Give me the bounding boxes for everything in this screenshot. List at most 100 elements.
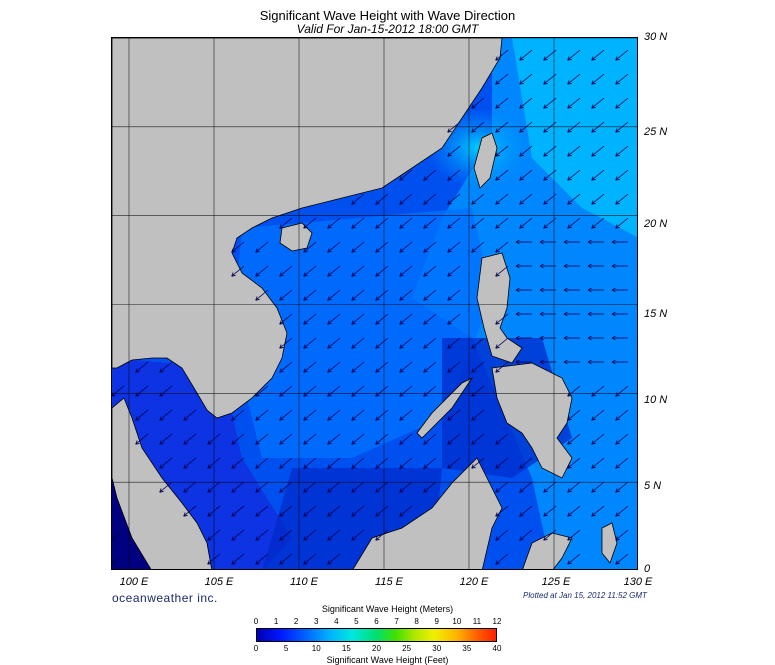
lat-label-5n: 5 N [644, 480, 662, 492]
lat-label-20n: 20 N [644, 218, 668, 230]
wave-arrow [303, 457, 317, 469]
wave-arrow [591, 457, 605, 469]
wave-arrow [351, 385, 365, 397]
wave-arrow [207, 433, 221, 445]
wave-arrow [351, 337, 365, 349]
legend-feet-tick: 5 [283, 644, 289, 653]
wave-arrow [471, 433, 485, 445]
lat-label-25n: 25 N [644, 126, 668, 138]
wave-arrow [423, 289, 437, 301]
wave-arrow [303, 433, 317, 445]
wave-arrow [587, 287, 604, 293]
wave-arrow [519, 121, 533, 133]
wave-arrow [495, 97, 509, 109]
wave-arrow [303, 337, 317, 349]
wave-arrow [447, 409, 461, 421]
wave-arrow [255, 265, 269, 277]
wave-arrow [279, 553, 293, 565]
wave-arrow [519, 97, 533, 109]
wave-arrow [112, 529, 125, 541]
wave-arrow [539, 287, 556, 293]
wave-arrow [231, 505, 245, 517]
wave-arrow [255, 409, 269, 421]
wave-arrow [303, 217, 317, 229]
wave-arrow [615, 73, 629, 85]
legend-meters-tick: 0 [253, 617, 259, 626]
wave-arrow [231, 241, 245, 253]
wave-arrow [351, 265, 365, 277]
wave-arrow [375, 505, 389, 517]
wave-arrow [447, 457, 461, 469]
legend-meters-tick: 5 [354, 617, 359, 626]
wave-arrow [543, 145, 557, 157]
legend-feet-tick: 25 [402, 644, 412, 653]
wave-arrow [303, 409, 317, 421]
wave-arrow [471, 217, 485, 229]
wave-arrow [615, 433, 629, 445]
wave-arrow [423, 457, 437, 469]
wave-arrow [567, 97, 581, 109]
wave-arrow [327, 361, 341, 373]
wave-arrow [471, 385, 485, 397]
land-palawan [416, 376, 474, 439]
wave-arrow [351, 457, 365, 469]
lon-label-130e: 130 E [623, 576, 653, 588]
wave-arrow [587, 335, 604, 341]
wave-arrow [207, 457, 221, 469]
legend-colorbar [256, 628, 497, 642]
wave-arrow [591, 97, 605, 109]
wave-height-map[interactable] [111, 37, 638, 570]
wave-arrow [615, 457, 629, 469]
legend-meters-tick: 10 [452, 617, 462, 626]
legend-feet-tick: 20 [372, 644, 381, 653]
wave-arrow [279, 337, 293, 349]
wave-arrow [255, 241, 269, 253]
lat-label-10n: 10 N [644, 394, 668, 406]
wave-arrow [543, 49, 557, 61]
wave-arrow [591, 73, 605, 85]
wave-arrow [543, 505, 557, 517]
wave-arrow [563, 239, 580, 245]
wave-arrow [447, 337, 461, 349]
wave-arrow [327, 409, 341, 421]
wave-arrow [423, 169, 437, 181]
wave-arrow [159, 433, 173, 445]
wave-arrow [615, 193, 629, 205]
land-halmahera [601, 522, 618, 564]
lon-label-100e: 100 E [119, 576, 149, 588]
lon-label-120e: 120 E [459, 576, 489, 588]
wave-arrow [327, 505, 341, 517]
wave-arrow [183, 481, 197, 493]
map-title: Significant Wave Height with Wave Direct… [259, 8, 516, 23]
legend-meters-tick: 3 [314, 617, 319, 626]
wave-arrow [375, 289, 389, 301]
graticule [112, 38, 637, 569]
lon-label-115e: 115 E [375, 576, 403, 588]
plotted-timestamp: Plotted at Jan 15, 2012 11:52 GMT [523, 591, 647, 600]
wave-arrow [303, 289, 317, 301]
wave-arrow [471, 409, 485, 421]
wave-arrow [279, 433, 293, 445]
brand-logo: oceanweather inc. [112, 591, 218, 605]
wave-arrow [519, 73, 533, 85]
wave-arrow [515, 239, 532, 245]
wave-arrow [423, 433, 437, 445]
wave-arrow [399, 313, 413, 325]
wave-arrow [375, 241, 389, 253]
wave-arrow [399, 481, 413, 493]
wave-arrow [303, 361, 317, 373]
wave-arrow [567, 145, 581, 157]
wave-arrow [495, 241, 509, 253]
wave-arrow [135, 385, 149, 397]
wave-arrow [255, 457, 269, 469]
wave-arrow [567, 409, 581, 421]
wave-arrow [351, 529, 365, 541]
legend-meters-tick: 6 [374, 617, 379, 626]
wave-arrow [159, 409, 173, 421]
wave-arrow [615, 505, 629, 517]
wave-arrow [375, 265, 389, 277]
wave-arrow [495, 217, 509, 229]
wave-arrow [231, 433, 245, 445]
wave-arrow [495, 313, 509, 325]
wave-arrow [495, 505, 509, 517]
